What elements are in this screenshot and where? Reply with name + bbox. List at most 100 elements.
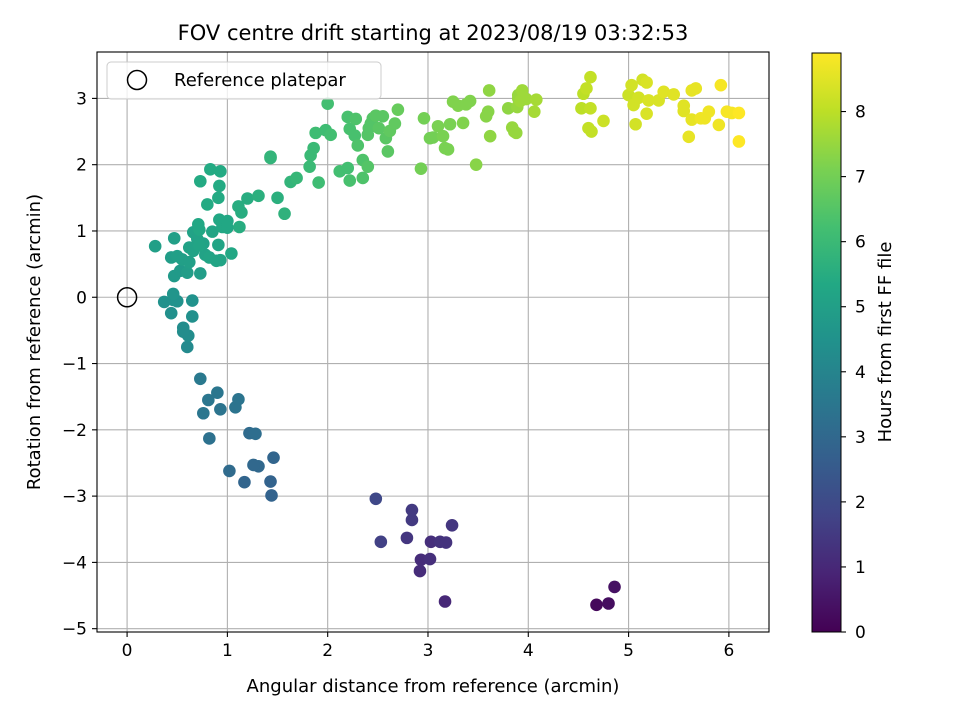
data-point <box>369 492 383 506</box>
data-point <box>712 118 726 132</box>
x-tick-label: 2 <box>322 641 333 661</box>
data-point <box>348 129 362 142</box>
x-tick-label: 3 <box>423 641 434 661</box>
data-point <box>436 129 450 143</box>
data-point <box>278 207 291 221</box>
data-point <box>575 102 588 115</box>
data-point <box>307 141 320 155</box>
data-point <box>351 139 365 152</box>
colorbar-tick-label: 8 <box>855 103 866 123</box>
x-tick-label: 6 <box>723 641 734 661</box>
data-point <box>423 552 437 566</box>
data-point <box>642 94 655 107</box>
data-point <box>249 427 262 441</box>
colorbar-ticks: 0 1 2 3 4 5 6 7 8 <box>841 103 866 643</box>
data-point <box>211 386 224 400</box>
data-point <box>439 536 453 549</box>
data-point <box>405 503 419 517</box>
data-point <box>241 192 254 205</box>
data-point <box>185 294 199 307</box>
data-point <box>667 88 681 101</box>
data-point <box>481 105 495 118</box>
data-point <box>677 104 691 118</box>
data-point <box>640 107 653 120</box>
data-point <box>290 171 303 185</box>
data-point <box>590 598 603 612</box>
data-point <box>482 84 496 97</box>
data-point <box>597 114 610 128</box>
data-point <box>252 189 265 203</box>
y-tick-label: −1 <box>62 355 87 375</box>
data-point <box>343 174 357 187</box>
y-tick-label: −5 <box>62 620 87 640</box>
data-point <box>197 406 210 420</box>
data-point <box>629 117 642 131</box>
data-point <box>417 111 431 125</box>
data-point <box>180 266 194 280</box>
legend-box <box>106 61 382 100</box>
data-point <box>584 102 597 115</box>
data-point <box>193 239 206 252</box>
data-point <box>235 206 248 219</box>
data-point <box>388 117 402 130</box>
data-point <box>391 103 405 116</box>
y-tick-label: 2 <box>76 156 87 176</box>
data-point <box>203 432 216 445</box>
reference-platepar-marker <box>116 287 138 308</box>
y-tick-label: 3 <box>76 89 87 109</box>
data-point <box>264 150 277 164</box>
plot-frame <box>96 51 770 633</box>
data-point <box>519 92 533 106</box>
data-point <box>265 489 278 502</box>
data-point <box>361 160 375 173</box>
legend-reference-marker <box>126 69 148 91</box>
data-point <box>469 158 483 171</box>
y-tick-label: −3 <box>62 487 87 507</box>
data-point <box>509 126 523 140</box>
data-point <box>182 255 196 269</box>
data-point <box>356 171 370 185</box>
data-point <box>212 191 225 205</box>
data-point <box>214 165 227 178</box>
data-point <box>400 531 414 545</box>
data-point <box>463 94 477 108</box>
data-point <box>180 340 194 354</box>
scatter-points <box>148 70 746 612</box>
data-point <box>426 131 440 144</box>
y-tick-label: 0 <box>76 288 87 308</box>
data-point <box>381 145 395 158</box>
data-point <box>324 128 337 142</box>
data-point <box>148 239 162 253</box>
data-point <box>414 553 428 567</box>
data-point <box>176 325 190 339</box>
colorbar-tick-label: 0 <box>855 623 866 643</box>
data-point <box>321 97 334 111</box>
data-point <box>201 198 214 211</box>
colorbar-tick-label: 7 <box>855 168 866 188</box>
data-point <box>431 119 445 133</box>
data-point <box>632 91 645 105</box>
y-tick-label: −2 <box>62 421 87 441</box>
x-axis-ticks: 0 1 2 3 4 5 6 <box>122 632 734 661</box>
y-axis-ticks: −5 −4 −3 −2 −1 0 1 2 3 <box>62 89 97 640</box>
data-point <box>166 287 180 301</box>
data-point <box>483 129 497 143</box>
data-point <box>528 105 541 118</box>
data-point <box>405 513 419 527</box>
data-point <box>212 238 225 252</box>
data-point <box>443 117 457 131</box>
data-point <box>164 306 178 320</box>
y-axis-label: Rotation from reference (arcmin) <box>24 194 45 490</box>
data-point <box>732 106 746 120</box>
data-point <box>213 179 226 193</box>
data-point <box>193 223 206 236</box>
data-point <box>341 161 355 175</box>
data-point <box>438 595 452 608</box>
data-point <box>233 220 246 234</box>
data-point <box>223 464 236 478</box>
data-point <box>580 82 593 95</box>
data-point <box>303 160 316 173</box>
data-point <box>732 135 746 148</box>
data-point <box>232 393 245 406</box>
colorbar-tick-label: 5 <box>855 298 866 318</box>
